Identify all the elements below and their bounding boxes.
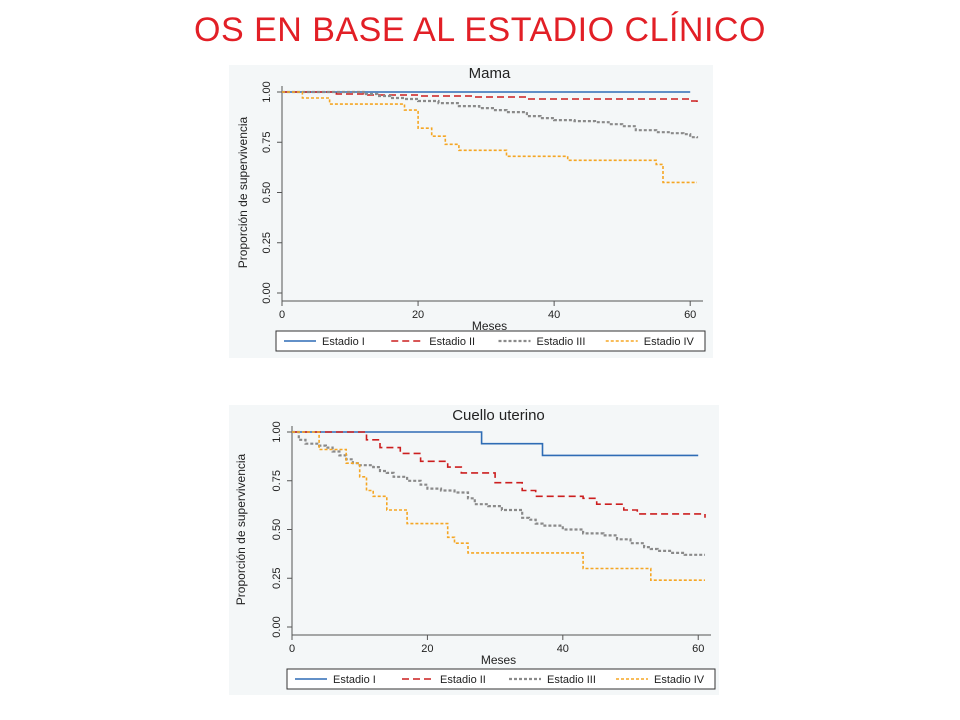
y-tick-label: 0.25 — [271, 568, 283, 589]
y-tick-label: 0.50 — [271, 519, 283, 540]
x-tick-label: 0 — [279, 309, 285, 321]
y-tick-label: 0.25 — [261, 232, 273, 253]
legend-label-estadio-iv: Estadio IV — [644, 336, 695, 348]
chart-title: Cuello uterino — [452, 407, 545, 424]
chart-panel-background — [229, 65, 713, 358]
series-line-estadio-ii — [292, 431, 706, 518]
y-tick-label: 0.00 — [261, 282, 273, 303]
legend-label-estadio-iv: Estadio IV — [654, 674, 705, 686]
x-tick-label: 20 — [412, 309, 424, 321]
series-line-estadio-i — [292, 431, 699, 457]
series-line-estadio-ii — [282, 91, 698, 104]
x-tick-label: 40 — [548, 309, 560, 321]
km-chart-mama: Mama 0.00 0.25 0.50 0.75 1.00 0 20 40 60 Meses Prop… — [236, 65, 706, 352]
legend-label-estadio-iii: Estadio III — [537, 336, 586, 348]
x-tick-label: 20 — [421, 643, 433, 655]
y-tick-label: 0.50 — [261, 182, 273, 203]
y-tick-label: 1.00 — [261, 81, 273, 102]
x-tick-label: 60 — [684, 309, 696, 321]
series-line-estadio-iv — [282, 91, 697, 184]
km-chart-cuello-uterino: Cuello uterino 0.00 0.25 0.50 0.75 1.00 0 20 40 6… — [234, 407, 716, 690]
legend-label-estadio-iii: Estadio III — [547, 674, 596, 686]
series-line-estadio-iii — [292, 430, 705, 556]
y-tick-label: 0.75 — [261, 132, 273, 153]
x-axis-label: Meses — [472, 319, 507, 333]
legend-box — [286, 668, 716, 690]
y-axis-label: Proporción de supervivencia — [236, 116, 250, 268]
series-line-estadio-iv — [292, 431, 705, 581]
x-tick-label: 40 — [557, 643, 569, 655]
chart-panel-cuello-uterino: Cuello uterino 0.00 0.25 0.50 0.75 1.00 0 20 40 6… — [229, 405, 719, 695]
legend-label-estadio-i: Estadio I — [333, 674, 376, 686]
y-axis-label: Proporción de supervivencia — [234, 453, 248, 605]
legend-label-estadio-ii: Estadio II — [440, 674, 486, 686]
legend-label-estadio-i: Estadio I — [322, 336, 365, 348]
y-tick-label: 0.75 — [271, 470, 283, 491]
legend-label-estadio-ii: Estadio II — [429, 336, 475, 348]
slide-title: OS EN BASE AL ESTADIO CLÍNICO — [194, 11, 766, 49]
chart-panel-background — [229, 405, 719, 695]
series-line-estadio-iii — [282, 90, 699, 139]
y-tick-label: 1.00 — [271, 421, 283, 442]
x-axis-label: Meses — [481, 653, 516, 667]
legend-box — [275, 330, 706, 352]
chart-panel-mama: Mama 0.00 0.25 0.50 0.75 1.00 0 20 40 60 Meses Prop… — [229, 65, 713, 358]
x-tick-label: 0 — [289, 643, 295, 655]
y-tick-label: 0.00 — [271, 616, 283, 637]
x-tick-label: 60 — [692, 643, 704, 655]
chart-title: Mama — [469, 65, 511, 82]
